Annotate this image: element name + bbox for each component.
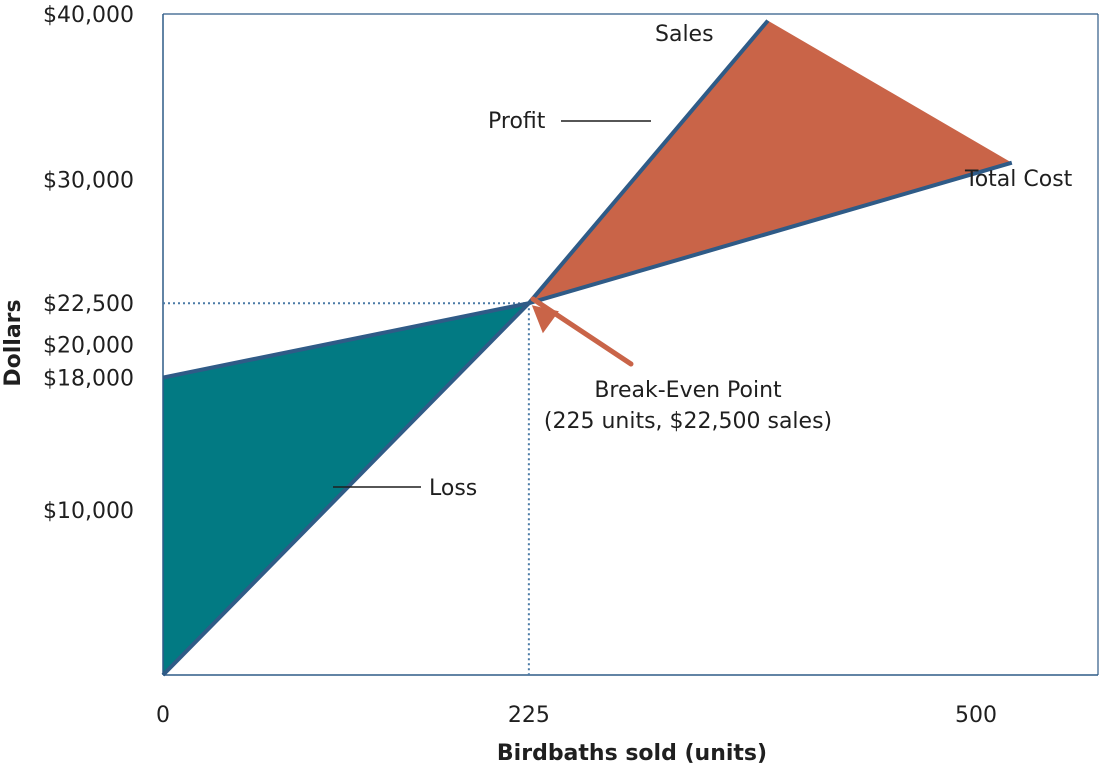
loss-label: Loss: [429, 476, 477, 501]
total-cost-label: Total Cost: [964, 167, 1073, 192]
x-tick-label: 500: [955, 703, 997, 728]
plot-layer: [161, 13, 1099, 677]
total-cost-line: [162, 160, 1013, 380]
profit-label: Profit: [488, 109, 546, 134]
x-tick-label: 0: [156, 703, 170, 728]
y-tick-label: $10,000: [43, 499, 134, 524]
break-even-label-line1: Break-Even Point: [594, 378, 782, 403]
y-tick-label: $40,000: [43, 3, 134, 28]
y-tick-label: $20,000: [43, 334, 134, 359]
profit-region: [528, 20, 1012, 304]
tick-labels: 0 225 500 $10,000 $18,000 $20,000 $22,500 $30,0…: [43, 3, 997, 728]
x-axis-title: Birdbaths sold (units): [497, 741, 767, 766]
break-even-arrow-head: [531, 305, 559, 334]
y-tick-label: $30,000: [43, 168, 134, 193]
sales-label: Sales: [655, 22, 714, 47]
break-even-label-line2: (225 units, $22,500 sales): [544, 409, 832, 434]
x-tick-label: 225: [508, 703, 550, 728]
y-tick-label: $18,000: [43, 367, 134, 392]
y-axis-title: Dollars: [1, 299, 26, 386]
y-tick-label: $22,500: [43, 292, 134, 317]
